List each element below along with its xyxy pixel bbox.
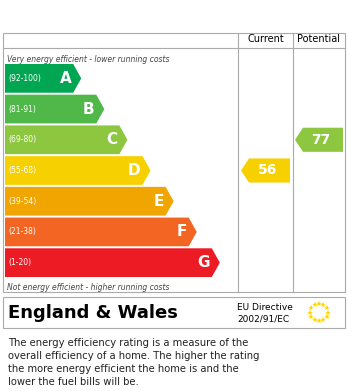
Text: (69-80): (69-80) [8,135,36,144]
Text: The energy efficiency rating is a measure of the: The energy efficiency rating is a measur… [8,338,248,348]
Polygon shape [5,95,104,124]
Text: (81-91): (81-91) [8,104,36,113]
Text: Not energy efficient - higher running costs: Not energy efficient - higher running co… [7,283,169,292]
Text: E: E [153,194,164,209]
Text: B: B [83,102,94,117]
Text: 2002/91/EC: 2002/91/EC [237,315,289,324]
Text: (39-54): (39-54) [8,197,36,206]
Polygon shape [5,156,151,185]
Text: C: C [106,132,117,147]
Text: Energy Efficiency Rating: Energy Efficiency Rating [7,7,217,23]
Text: 56: 56 [258,163,277,178]
Text: Very energy efficient - lower running costs: Very energy efficient - lower running co… [7,54,169,63]
Text: lower the fuel bills will be.: lower the fuel bills will be. [8,377,139,387]
Text: (92-100): (92-100) [8,74,41,83]
Text: D: D [128,163,141,178]
Text: overall efficiency of a home. The higher the rating: overall efficiency of a home. The higher… [8,351,260,361]
Text: (21-38): (21-38) [8,228,36,237]
Polygon shape [5,126,127,154]
Text: EU Directive: EU Directive [237,303,293,312]
Text: G: G [197,255,210,270]
Text: (55-68): (55-68) [8,166,36,175]
Polygon shape [295,128,343,152]
Text: 77: 77 [311,133,331,147]
Text: Current: Current [247,34,284,44]
Text: England & Wales: England & Wales [8,303,178,321]
Polygon shape [5,248,220,277]
Text: Potential: Potential [298,34,340,44]
Polygon shape [5,64,81,93]
Polygon shape [5,217,197,246]
Text: F: F [176,224,187,239]
Polygon shape [5,187,174,215]
Text: A: A [60,71,71,86]
Text: (1-20): (1-20) [8,258,31,267]
Text: the more energy efficient the home is and the: the more energy efficient the home is an… [8,364,239,374]
Polygon shape [241,158,290,183]
Bar [3,297,345,328]
